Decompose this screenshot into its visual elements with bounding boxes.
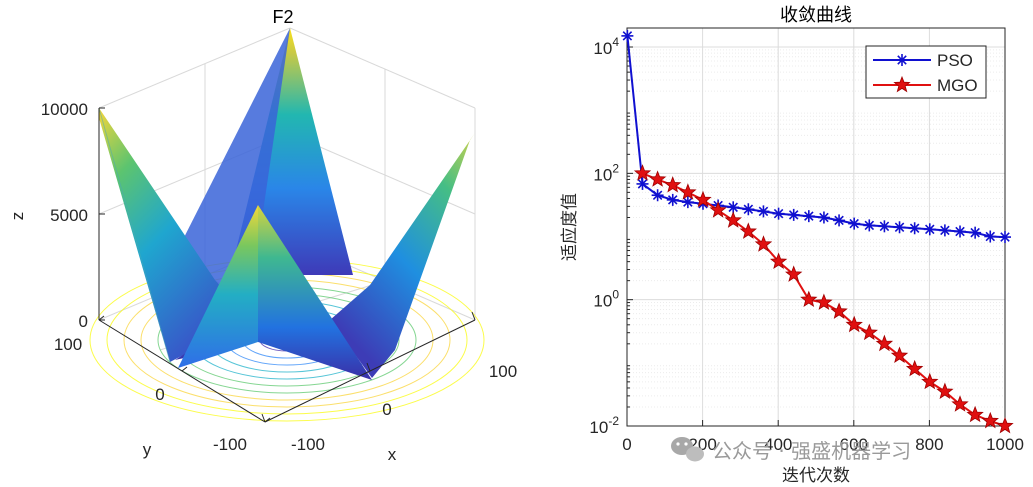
watermark-text: 公众号 · 强盛机器学习 bbox=[712, 439, 911, 463]
series-mgo-point bbox=[648, 170, 667, 187]
series-mgo-point bbox=[951, 395, 969, 412]
series-pso-point bbox=[802, 210, 815, 223]
watermark: 公众号 · 强盛机器学习 bbox=[671, 437, 911, 463]
series-mgo-point bbox=[921, 372, 939, 390]
series-pso-point bbox=[666, 193, 679, 206]
series-mgo-point bbox=[694, 190, 712, 208]
series-pso-point bbox=[848, 217, 861, 230]
series-pso-point bbox=[681, 196, 694, 209]
x-tick-label: 400 bbox=[764, 435, 792, 454]
series-mgo-point bbox=[800, 290, 818, 307]
series-mgo-point bbox=[724, 211, 742, 228]
y-tick-label: 102 bbox=[593, 161, 619, 184]
series-mgo-point bbox=[830, 302, 848, 319]
series-pso-point bbox=[787, 208, 800, 221]
series-pso-point bbox=[923, 223, 936, 236]
series-mgo-point bbox=[739, 222, 757, 239]
convergence-ylabel: 适应度值 bbox=[560, 193, 580, 261]
surface-ticks bbox=[98, 107, 476, 423]
x-tick-label: 1000 bbox=[986, 435, 1024, 454]
series-pso-point bbox=[621, 29, 634, 42]
series-mgo-point bbox=[875, 334, 894, 352]
series-mgo-point bbox=[709, 201, 727, 218]
y-tick-0: 0 bbox=[155, 385, 164, 404]
series-pso-point bbox=[772, 207, 785, 220]
z-axis-label: z bbox=[8, 212, 27, 221]
series-pso-point bbox=[727, 201, 740, 214]
surface-title: F2 bbox=[272, 7, 293, 27]
z-tick-10000: 10000 bbox=[41, 100, 88, 119]
series-mgo-point bbox=[845, 315, 863, 333]
series-pso-point bbox=[938, 224, 951, 237]
x-tick-label: 0 bbox=[622, 435, 631, 454]
z-tick-0: 0 bbox=[79, 312, 88, 331]
y-tick-label: 10-2 bbox=[589, 414, 619, 437]
legend-pso-label: PSO bbox=[937, 51, 973, 70]
convergence-xlabel: 迭代次数 bbox=[782, 466, 850, 486]
series-pso-point bbox=[893, 221, 906, 234]
convergence-title: 收敛曲线 bbox=[780, 5, 852, 26]
series-pso-point bbox=[954, 225, 967, 238]
surface-mesh bbox=[98, 28, 475, 380]
series-mgo-point bbox=[996, 416, 1014, 434]
series-mgo-point bbox=[936, 382, 954, 400]
x-tick-0: 0 bbox=[382, 400, 391, 419]
series-pso-point bbox=[878, 220, 891, 233]
legend-box bbox=[865, 45, 987, 99]
series-layer bbox=[621, 29, 1014, 434]
wechat-icon bbox=[671, 437, 704, 462]
series-pso-point bbox=[636, 177, 649, 190]
series-pso-point bbox=[984, 230, 997, 243]
series-mgo-point bbox=[815, 293, 833, 310]
x-tick-neg100: -100 bbox=[291, 435, 325, 454]
series-pso-point bbox=[833, 214, 846, 227]
series-mgo-point bbox=[633, 164, 652, 181]
legend-mgo-label: MGO bbox=[937, 76, 978, 95]
legend-mgo-marker-glyph bbox=[893, 75, 911, 93]
series-pso-point bbox=[969, 226, 982, 239]
legend-mgo-marker bbox=[893, 75, 911, 93]
y-tick-label: 100 bbox=[593, 288, 619, 311]
legend-pso-marker-glyph bbox=[896, 54, 908, 66]
legend: PSO MGO bbox=[865, 45, 987, 99]
series-mgo-point bbox=[860, 323, 878, 341]
y-tick-100: 100 bbox=[54, 335, 82, 354]
x-tick-label: 800 bbox=[915, 435, 943, 454]
series-pso-point bbox=[742, 203, 755, 216]
x-axis-label: x bbox=[388, 445, 397, 464]
y-axis-label: y bbox=[143, 440, 152, 459]
series-mgo-point bbox=[905, 359, 924, 377]
x-tick-label: 600 bbox=[840, 435, 868, 454]
series-mgo-point bbox=[769, 252, 788, 270]
series-pso-point bbox=[908, 222, 921, 235]
series-mgo-point bbox=[981, 411, 999, 429]
series-pso-point bbox=[817, 211, 830, 224]
z-tick-5000: 5000 bbox=[50, 206, 88, 225]
y-tick-neg100: -100 bbox=[213, 435, 247, 454]
axes-box bbox=[626, 27, 1006, 427]
series-pso-point bbox=[651, 189, 664, 202]
y-tick-label: 104 bbox=[593, 35, 619, 58]
series-mgo-point bbox=[966, 405, 984, 423]
series-pso-point bbox=[863, 219, 876, 232]
series-mgo-point bbox=[754, 235, 773, 252]
series-mgo-point bbox=[679, 183, 697, 200]
series-mgo-point bbox=[890, 346, 909, 364]
legend-pso-marker bbox=[896, 54, 908, 66]
surface-plot: F2 10000 5000 0 z 100 0 -100 y -100 0 10… bbox=[8, 7, 517, 464]
x-tick-100: 100 bbox=[489, 362, 517, 381]
series-mgo-point bbox=[785, 265, 803, 282]
series-mgo-point bbox=[664, 176, 682, 193]
series-pso-point bbox=[757, 205, 770, 218]
series-pso-point bbox=[999, 231, 1011, 244]
